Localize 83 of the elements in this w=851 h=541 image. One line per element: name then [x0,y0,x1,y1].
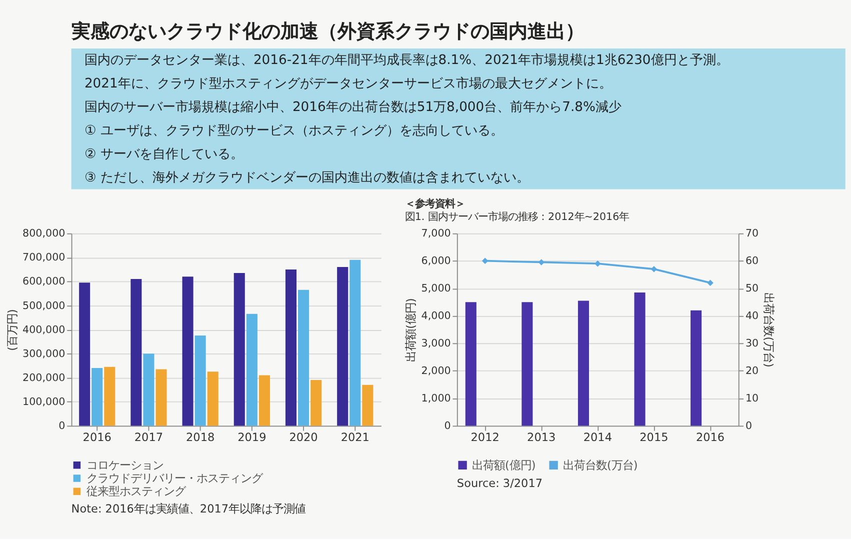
x-tick-label: 2018 [186,431,215,444]
y2-tick-label: 40 [745,310,759,322]
legend-label: 出荷額(億円) [472,458,536,472]
y2-tick-label: 30 [745,338,759,350]
y-tick-label: 2,000 [421,365,451,378]
point [482,258,488,264]
y-axis-title: 出荷額(億円) [404,298,418,362]
y-tick-label: 4,000 [421,310,451,322]
text: 国内のサーバー市場規模は縮小中、2016年の出荷台数は51万8,000台、前年から7.8%減少 [84,100,622,115]
y-tick-label: 800,000 [22,228,66,240]
y-tick-label: 600,000 [22,276,66,288]
point [538,259,545,266]
y-tick-label: 3,000 [421,338,451,350]
text: ③ ただし、海外メガクラウドベンダーの国内進出の数値は含まれていない。 [84,170,530,186]
x-tick-label: 2012 [470,431,500,444]
y-tick-label: 500,000 [22,300,66,312]
bar [79,282,90,426]
text: 国内のデータセンター業は、2016-21年の年間平均成長率は8.1%、2021年市場規模は1兆6230億円と予測。 [84,52,729,68]
y2-tick-label: 50 [745,282,759,295]
bar [298,290,310,426]
x-tick-label: 2016 [82,431,112,444]
x-tick-label: 2015 [640,431,668,444]
text: 2021年に、クラウド型ホスティングがデータセンターサービス市場の最大セグメントに。 [84,76,612,92]
text: ② サーバを自作している。 [84,146,244,162]
legend-label: 出荷台数(万台) [562,458,638,472]
bar [690,310,702,426]
bar [234,273,245,426]
bar [285,269,297,426]
bar [194,336,206,426]
y-tick-label: 700,000 [22,252,66,264]
x-tick-label: 2020 [289,431,318,444]
source-note: Source: 3/2017 [456,477,543,490]
y-tick-label: 200,000 [22,372,66,384]
bar [578,300,590,426]
x-tick-label: 2021 [340,431,370,444]
legend-label: クラウドデリバリー・ホスティング [86,472,264,486]
y-tick-label: 100,000 [22,396,66,408]
y-tick-label: 5,000 [421,282,451,295]
y-tick-label: 300,000 [22,348,66,360]
bar [350,260,361,426]
chart-title: ＜参考資料＞ [404,198,465,210]
text: ① ユーザは、クラウド型のサービス（ホスティング）を志向している。 [84,123,504,138]
bar [156,369,167,426]
bar [465,302,476,426]
x-tick-label: 2019 [238,431,266,444]
bar [246,314,258,426]
bar [362,384,374,426]
point [594,260,601,267]
bar [92,368,103,426]
legend-label: 従来型ホスティング [86,485,186,498]
bar [522,302,533,426]
bar [207,372,218,426]
y-tick-label: 7,000 [421,228,451,240]
point [650,266,658,272]
y2-tick-label: 70 [745,228,759,240]
y2-axis-title: 出荷台数(万台) [762,292,776,368]
x-tick-label: 2013 [527,431,556,444]
x-tick-label: 2016 [696,431,725,444]
bar [143,354,154,426]
y-axis-title: (百万円) [6,309,19,351]
bar [104,366,116,426]
y2-tick-label: 20 [745,365,759,378]
y2-tick-label: 10 [745,392,759,405]
y-tick-label: 6,000 [421,255,451,268]
chart-subtitle: 図1. 国内サーバー市場の推移 : 2012年~2016年 [404,211,630,224]
y-tick-label: 400,000 [22,324,66,336]
bar [634,292,646,426]
bar [182,276,194,426]
legend-label: コロケーション [86,458,164,472]
y-tick-label: 0 [58,420,66,432]
text: Note: 2016年は実績値、2017年以降は予測値 [71,502,306,516]
y-tick-label: 0 [444,420,451,432]
y-tick-label: 1,000 [421,392,451,405]
text: 実感のないクラウド化の加速（外資系クラウドの国内進出） [70,20,584,42]
x-tick-label: 2014 [583,431,612,444]
y2-tick-label: 60 [745,255,759,268]
bar [130,279,142,426]
bar [310,380,322,426]
y2-tick-label: 0 [745,420,752,432]
x-tick-label: 2017 [134,431,164,444]
point [707,280,714,286]
bar [258,375,270,426]
bar [337,267,348,426]
